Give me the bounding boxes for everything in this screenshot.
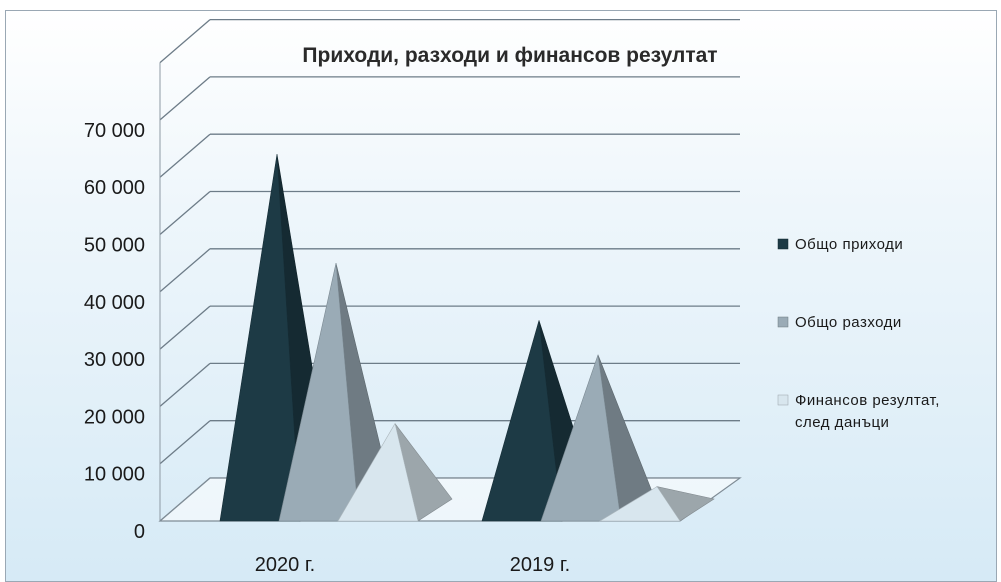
pyramid-front-face [278,263,360,522]
y-tick-label: 70 000 [84,120,145,142]
legend-label: Общо приходи [795,236,903,253]
legend-label: Финансов резултат, [795,392,940,409]
y-tick-label: 40 000 [84,292,145,314]
gridline-wall [159,420,211,465]
pyramid-front-face [481,320,563,522]
y-tick-label: 50 000 [84,235,145,257]
y-tick-label: 20 000 [84,406,145,428]
gridline-wall [159,133,211,178]
gridline-wall [159,76,211,121]
y-tick-label: 30 000 [84,349,145,371]
legend: Общо приходи Общо разходи Финансов резулта… [777,236,940,431]
legend-label: Общо разходи [795,314,902,331]
pyramid-bar [337,422,453,522]
y-tick-label: 60 000 [84,177,145,199]
legend-label: след данъци [795,414,889,431]
y-axis-ticks: 0 10 000 20 000 30 000 40 000 50 000 60 000 70 … [84,120,145,543]
pyramid-front-face [337,422,419,522]
pyramid-bar [540,354,656,522]
pyramid-front-face [598,486,681,522]
legend-swatch [777,394,789,406]
legend-swatch [777,316,789,328]
gridline-wall [159,248,211,293]
pyramid-bar [598,486,715,522]
gridline-wall [159,362,211,407]
gridline-wall [159,191,211,235]
chart-title: Приходи, разходи и финансов резултат [302,44,717,67]
y-tick-label: 10 000 [84,464,145,486]
data-marks [219,154,715,522]
pyramid-front-face [219,154,301,522]
gridline-wall [159,305,211,350]
x-category-label: 2019 г. [510,554,570,576]
x-axis-categories: 2020 г. 2019 г. [255,554,570,576]
pyramid-front-face [540,354,622,522]
legend-swatch [777,238,789,250]
x-category-label: 2020 г. [255,554,315,576]
y-tick-label: 0 [134,521,145,543]
gridline-wall [159,19,211,64]
